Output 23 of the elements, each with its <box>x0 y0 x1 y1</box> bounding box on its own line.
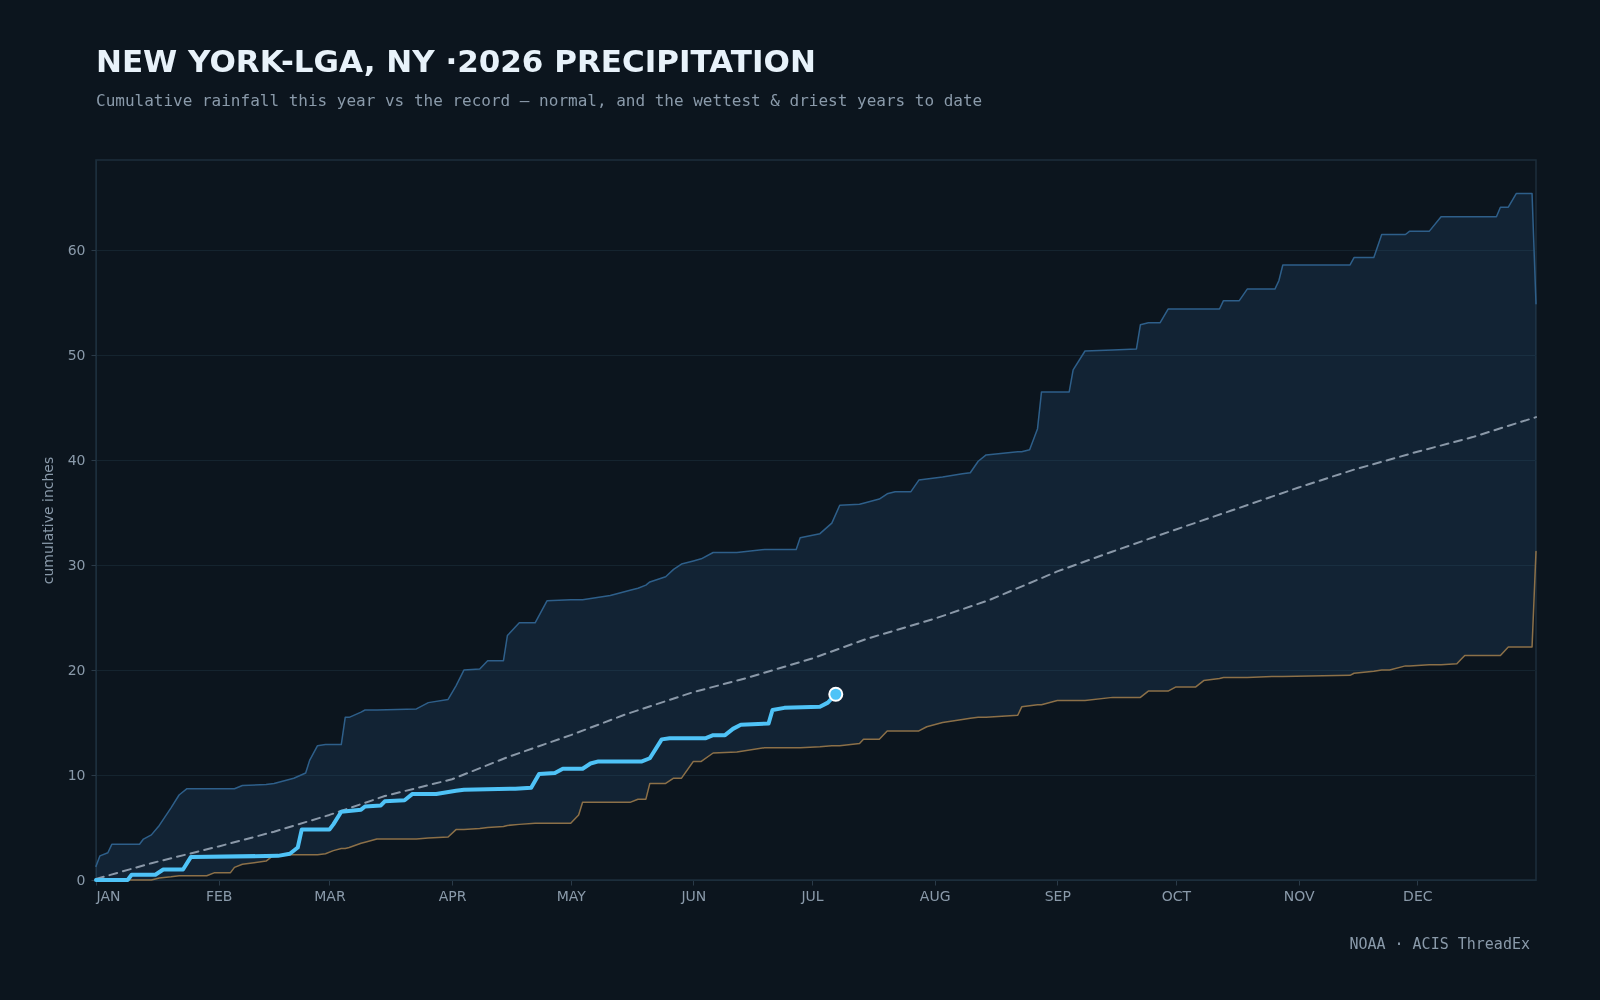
x-tick-label: AUG <box>919 887 951 904</box>
y-tick-label: 40 <box>67 451 86 468</box>
x-tick-label: SEP <box>1044 887 1071 904</box>
x-tick-label: NOV <box>1283 887 1315 904</box>
text: NOAA · ACIS ThreadEx <box>1349 935 1530 953</box>
y-axis-title: cumulative inches <box>39 456 56 585</box>
y-tick-label: 0 <box>76 871 86 888</box>
x-tick-label: FEB <box>205 887 233 904</box>
chart-title: NEW YORK-LGA, NY ·2026 PRECIPITATION <box>96 43 816 79</box>
y-tick-label: 10 <box>67 766 86 783</box>
x-tick-label: MAY <box>556 887 587 904</box>
x-tick-label: JUL <box>800 887 824 904</box>
y-tick-label: 20 <box>67 661 86 678</box>
y-tick-label: 30 <box>67 556 86 573</box>
x-tick-label: JAN <box>95 887 121 904</box>
y-tick-label: 50 <box>67 346 86 363</box>
x-tick-label: DEC <box>1403 887 1433 904</box>
x-tick-label: OCT <box>1161 887 1192 904</box>
chart-subtitle: Cumulative rainfall this year vs the record — normal, and the wettest & driest years to date <box>96 91 983 110</box>
y-tick-label: 60 <box>67 241 86 258</box>
x-tick-label: MAR <box>314 887 346 904</box>
x-tick-label: JUN <box>680 887 707 904</box>
x-tick-label: APR <box>438 887 467 904</box>
